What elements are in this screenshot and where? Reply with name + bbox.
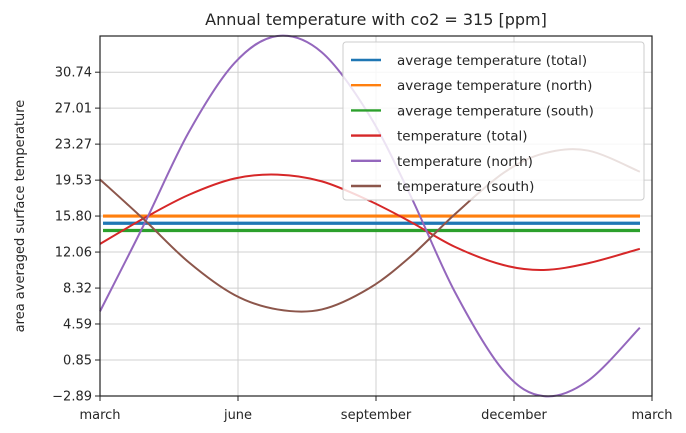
x-axis: march june september december march bbox=[79, 396, 673, 423]
legend-label: temperature (total) bbox=[397, 129, 528, 145]
y-tick-label: 27.01 bbox=[55, 102, 92, 117]
legend-label: average temperature (south) bbox=[397, 103, 594, 119]
y-tick-label: 23.27 bbox=[55, 138, 92, 153]
legend-label: average temperature (north) bbox=[397, 78, 592, 94]
y-tick-label: 8.32 bbox=[63, 282, 92, 297]
x-tick-label: june bbox=[223, 408, 252, 423]
legend-label: temperature (south) bbox=[397, 179, 534, 195]
y-tick-label: −2.89 bbox=[52, 390, 92, 405]
x-tick-label: march bbox=[631, 408, 672, 423]
x-tick-label: december bbox=[481, 408, 547, 423]
series-line-temperature-total bbox=[99, 173, 641, 272]
legend-box bbox=[342, 41, 645, 201]
chart-title: Annual temperature with co2 = 315 [ppm] bbox=[205, 10, 547, 29]
y-tick-label: 0.85 bbox=[63, 353, 92, 368]
y-tick-label: 19.53 bbox=[55, 174, 92, 189]
y-tick-label: 30.74 bbox=[55, 66, 92, 81]
x-tick-label: september bbox=[341, 408, 412, 423]
y-axis-label: area averaged surface temperature bbox=[13, 100, 28, 333]
y-tick-label: 4.59 bbox=[63, 317, 92, 332]
x-tick-label: march bbox=[79, 408, 120, 423]
legend-label: temperature (north) bbox=[397, 154, 533, 170]
legend-label: average temperature (total) bbox=[397, 53, 587, 69]
y-tick-label: 12.06 bbox=[55, 246, 92, 261]
y-axis: −2.89 0.85 4.59 8.32 12.06 15.80 19.53 23.27 27.… bbox=[52, 66, 100, 405]
y-tick-label: 15.80 bbox=[55, 210, 92, 225]
legend: average temperature (total) average tempe… bbox=[342, 41, 645, 201]
